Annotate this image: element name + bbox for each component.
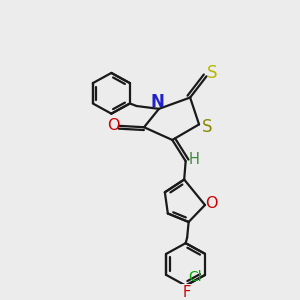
Text: O: O [107,118,120,133]
Text: S: S [202,118,213,136]
Text: O: O [205,196,217,211]
Text: F: F [182,285,190,300]
Text: Cl: Cl [188,270,201,284]
Text: H: H [189,152,200,167]
Text: N: N [151,93,164,111]
Text: S: S [207,64,217,82]
